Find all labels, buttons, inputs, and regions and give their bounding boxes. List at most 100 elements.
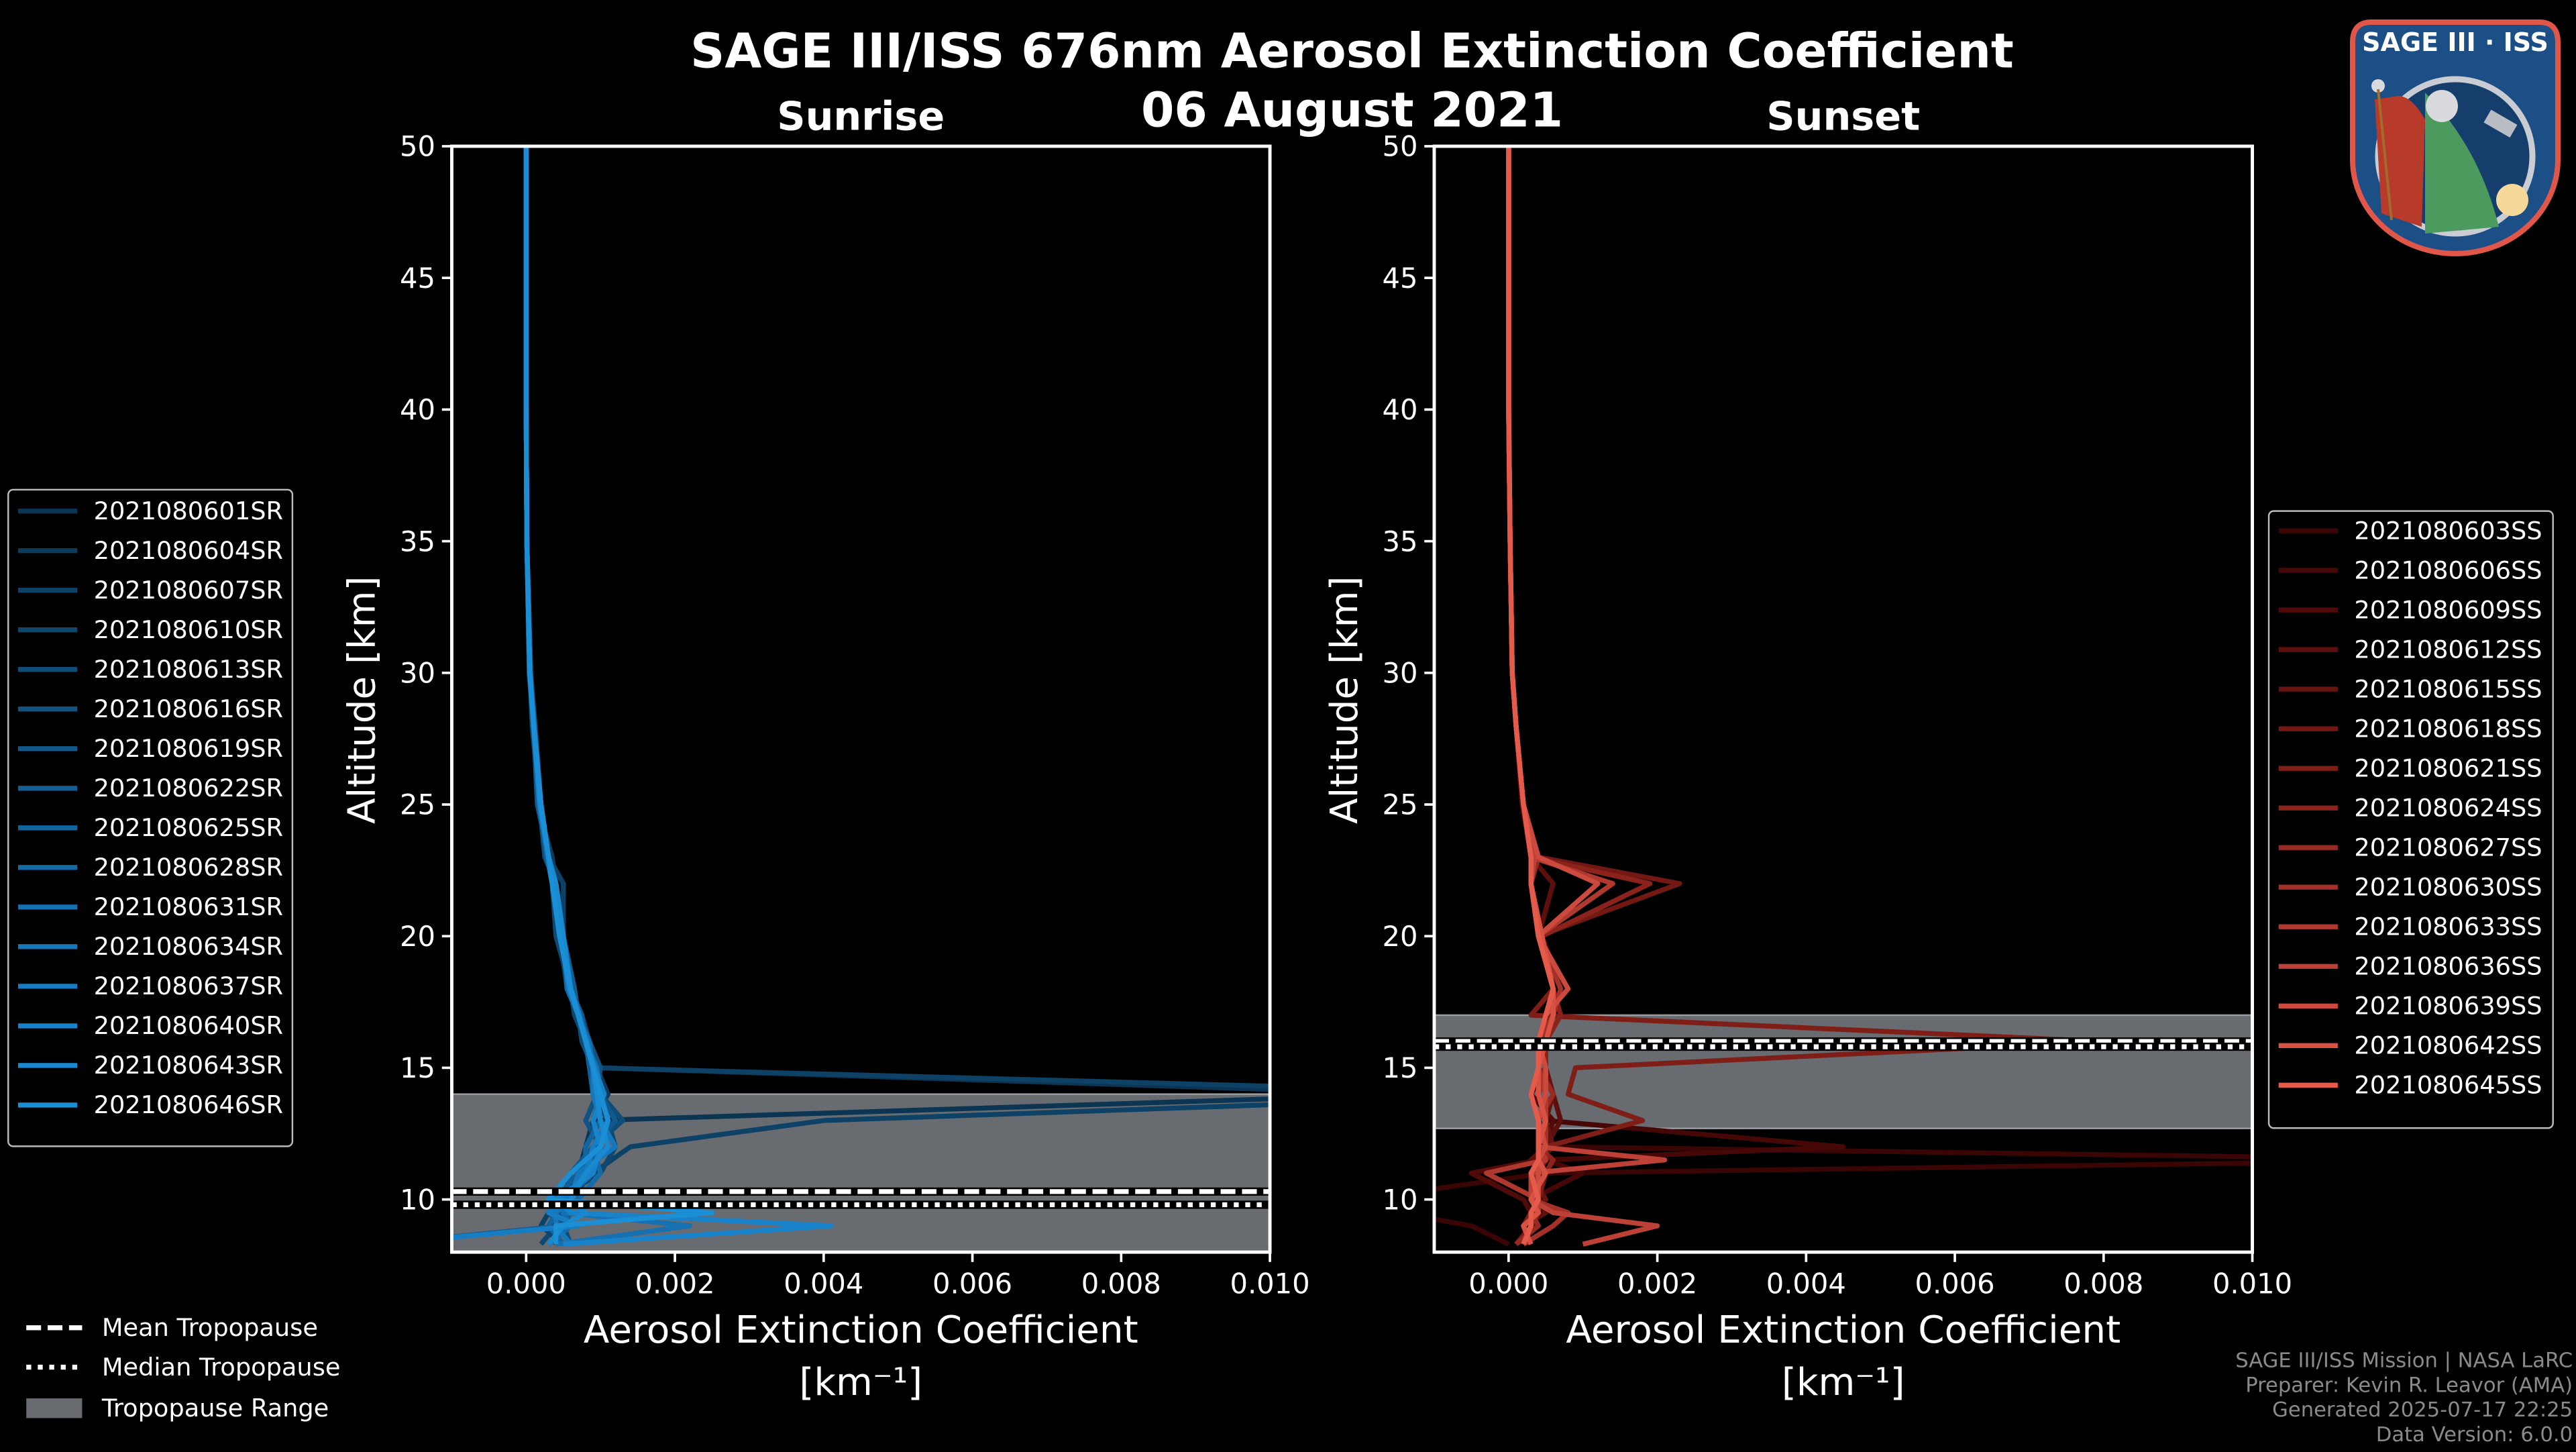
sunrise-legend-label: 2021080631SR (94, 892, 283, 921)
footer-data-version: Data Version: 6.0.0 (2376, 1423, 2573, 1447)
sunset-legend-label: 2021080621SS (2354, 754, 2542, 782)
sunrise-legend-label: 2021080604SR (94, 536, 283, 565)
sunrise-y-tick-label: 35 (400, 525, 435, 558)
sunset-panel: Sunset Altitude [km] Aerosol Extinction … (1323, 93, 2554, 1404)
sunrise-profile-2021080631SR (523, 146, 692, 1247)
sunrise-x-tick-label: 0.004 (784, 1267, 863, 1300)
sunset-x-tick-label: 0.006 (1915, 1267, 1994, 1300)
sunset-legend-label: 2021080633SS (2354, 912, 2542, 941)
sage-iii-iss-mission-logo: SAGE III · ISS (2350, 19, 2561, 256)
sunrise-x-tick-label: 0.008 (1081, 1267, 1161, 1300)
sunrise-legend-label: 2021080625SR (94, 813, 283, 842)
sunset-y-tick-label: 45 (1383, 262, 1418, 295)
sunrise-profile-2021080613SR (523, 146, 626, 1245)
sunset-y-tick-label: 10 (1383, 1183, 1418, 1216)
sunset-y-tick-label: 25 (1383, 788, 1418, 821)
sunset-y-tick-label: 30 (1383, 656, 1418, 689)
sunset-legend: 2021080603SS 2021080606SS 2021080609SS 2021… (2267, 510, 2554, 1129)
sunrise-legend-frame (7, 488, 294, 1147)
sunset-legend-label: 2021080627SS (2354, 833, 2542, 862)
sunrise-legend-label: 2021080616SR (94, 694, 283, 723)
sunset-legend-frame (2267, 510, 2554, 1129)
figure-title: SAGE III/ISS 676nm Aerosol Extinction Co… (690, 23, 2014, 79)
sunset-plot-area (1434, 146, 2253, 1247)
sunrise-legend-label: 2021080610SR (94, 615, 283, 644)
sunrise-legend-label: 2021080622SR (94, 774, 283, 802)
sunset-x-axis-unit: [km⁻¹] (1782, 1361, 1905, 1404)
sunset-legend-label: 2021080618SS (2354, 714, 2542, 743)
sunset-axes-frame (1432, 144, 2254, 1254)
sunrise-legend-label: 2021080601SR (94, 497, 283, 525)
sunset-legend-label: 2021080615SS (2354, 674, 2542, 703)
sunrise-legend-label: 2021080628SR (94, 853, 283, 882)
footer-preparer: Preparer: Kevin R. Leavor (AMA) (2245, 1373, 2573, 1397)
footer-generated: Generated 2025-07-17 22:25 (2272, 1398, 2573, 1422)
sunset-legend-label: 2021080630SS (2354, 872, 2542, 901)
sunrise-x-tick-label: 0.006 (932, 1267, 1012, 1300)
sunrise-legend: 2021080601SR 2021080604SR 2021080607SR 2021… (7, 488, 294, 1147)
sunrise-legend-label: 2021080634SR (94, 932, 283, 961)
sunset-legend-label: 2021080624SS (2354, 793, 2542, 822)
sunrise-legend-label: 2021080607SR (94, 576, 283, 605)
sunrise-x-axis-label: Aerosol Extinction Coefficient (584, 1308, 1138, 1352)
sunset-legend-label: 2021080603SS (2354, 516, 2542, 545)
sunset-legend-label: 2021080612SS (2354, 635, 2542, 664)
sunset-x-tick-label: 0.010 (2212, 1267, 2292, 1300)
sunset-legend-label: 2021080636SS (2354, 951, 2542, 980)
sunrise-x-tick-label: 0.002 (635, 1267, 714, 1300)
sunset-tropopause-range (1434, 1014, 2253, 1129)
sunrise-x-tick-label: 0.000 (486, 1267, 566, 1300)
sunset-x-tick-label: 0.004 (1766, 1267, 1846, 1300)
sunset-x-tick-label: 0.002 (1617, 1267, 1697, 1300)
sunrise-x-tick-label: 0.010 (1230, 1267, 1309, 1300)
sunrise-plot-area (451, 146, 1271, 1253)
sunrise-y-tick-label: 50 (400, 130, 435, 163)
sunset-legend-label: 2021080609SS (2354, 595, 2542, 624)
sunrise-y-tick-label: 40 (400, 393, 435, 426)
sunrise-legend-label: 2021080640SR (94, 1011, 283, 1040)
figure-date: 06 August 2021 (1141, 83, 1563, 138)
sunrise-title: Sunrise (777, 93, 945, 139)
tropopause-range-label: Tropopause Range (101, 1394, 329, 1422)
sunset-legend-label: 2021080642SS (2354, 1031, 2542, 1060)
sunset-y-tick-label: 15 (1383, 1051, 1418, 1084)
sunrise-y-tick-label: 15 (400, 1051, 435, 1084)
sunrise-legend-label: 2021080637SR (94, 972, 283, 1000)
sunrise-legend-label: 2021080619SR (94, 734, 283, 763)
sunrise-axes-frame (450, 144, 1272, 1254)
sunset-y-tick-label: 20 (1383, 920, 1418, 953)
sunrise-profile-2021080646SR (523, 146, 715, 1245)
sunrise-y-tick-label: 45 (400, 262, 435, 295)
footer-credits: SAGE III/ISS Mission | NASA LaRC Prepare… (2235, 1349, 2573, 1447)
sunset-y-axis-label: Altitude [km] (1323, 576, 1366, 824)
sunset-legend-label: 2021080639SS (2354, 992, 2542, 1021)
sunrise-panel: Sunrise Altitude [km] Aerosol Extinction… (7, 93, 1310, 1404)
sunset-x-axis-label: Aerosol Extinction Coefficient (1566, 1308, 2121, 1352)
sunrise-y-tick-label: 20 (400, 920, 435, 953)
sunrise-y-tick-label: 25 (400, 788, 435, 821)
sunrise-legend-label: 2021080646SR (94, 1090, 283, 1119)
sunrise-x-axis-unit: [km⁻¹] (799, 1361, 922, 1404)
tropopause-legend: Mean Tropopause Median Tropopause Tropop… (26, 1313, 340, 1422)
sunrise-y-tick-label: 30 (400, 656, 435, 689)
sunset-x-tick-label: 0.008 (2063, 1267, 2143, 1300)
mean-tropopause-label: Mean Tropopause (102, 1313, 318, 1342)
tropopause-range-swatch (26, 1398, 83, 1418)
sunset-legend-label: 2021080606SS (2354, 556, 2542, 584)
median-tropopause-label: Median Tropopause (102, 1353, 341, 1382)
sunset-y-tick-label: 35 (1383, 525, 1418, 558)
sunrise-y-tick-label: 10 (400, 1183, 435, 1216)
sunrise-profile-2021080640SR (523, 146, 834, 1247)
sunset-title: Sunset (1766, 93, 1920, 139)
sunrise-y-axis-label: Altitude [km] (340, 576, 384, 824)
sunset-legend-label: 2021080645SS (2354, 1071, 2542, 1100)
sunset-profile-2021080645SS (1506, 146, 1556, 1245)
sunrise-legend-label: 2021080643SR (94, 1051, 283, 1080)
logo-text: SAGE III · ISS (2362, 28, 2548, 57)
sunrise-legend-label: 2021080613SR (94, 655, 283, 684)
sunset-x-tick-label: 0.000 (1468, 1267, 1548, 1300)
sunset-y-tick-label: 50 (1383, 130, 1418, 163)
footer-mission: SAGE III/ISS Mission | NASA LaRC (2235, 1349, 2573, 1373)
